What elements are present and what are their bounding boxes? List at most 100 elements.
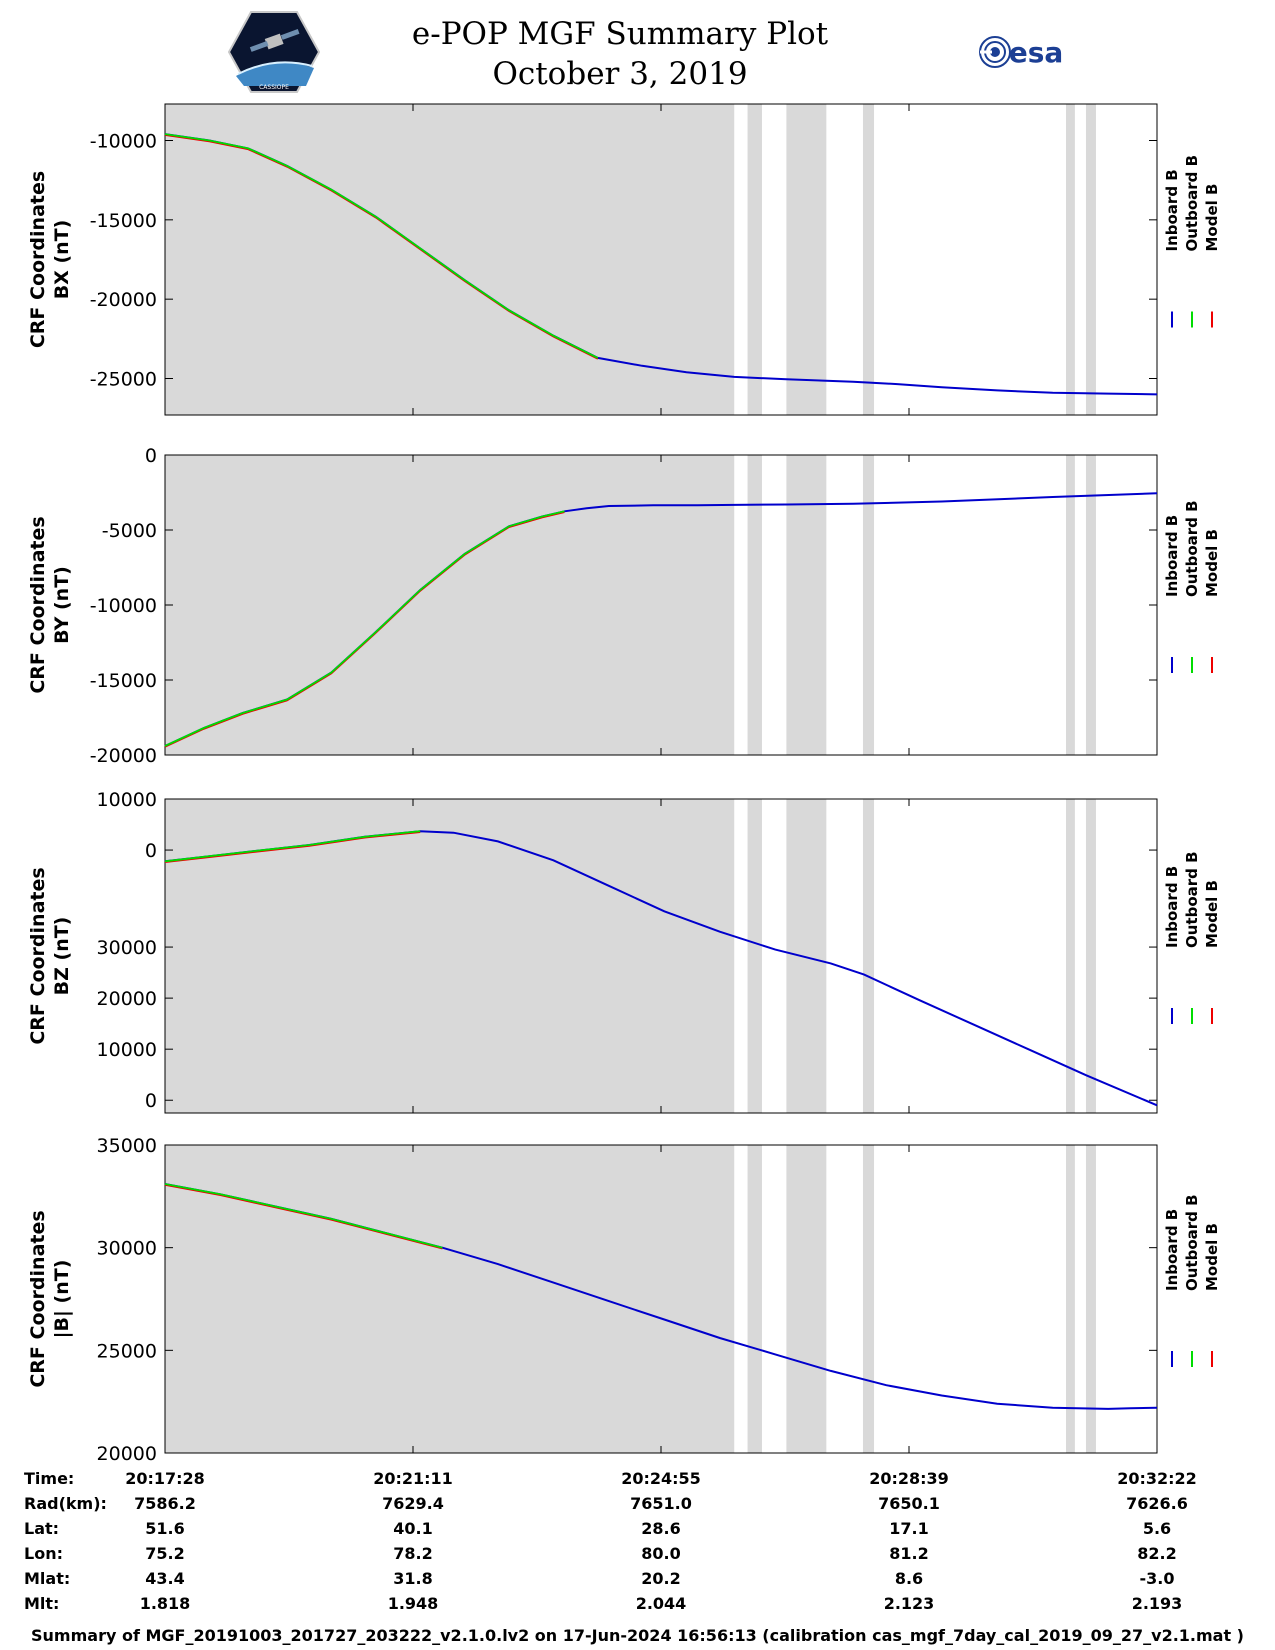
shade-interval-4-4 — [862, 1145, 875, 1453]
orbit-cell: 17.1 — [889, 1519, 928, 1538]
orbit-cell: 8.6 — [895, 1569, 923, 1588]
panel-3-ylabel-line2: BZ (nT) — [51, 917, 73, 996]
panel-2-outboard-series — [164, 510, 565, 747]
orbit-cell: 7650.1 — [878, 1494, 940, 1513]
panel-3-ytick-label: 0 — [145, 1090, 157, 1112]
panel-4-ylabel-line2: |B| (nT) — [51, 1260, 73, 1339]
shade-interval-3-3 — [786, 799, 827, 1113]
orbit-cell: 7629.4 — [382, 1494, 444, 1513]
orbit-row-label: Time: — [24, 1469, 74, 1488]
orbit-cell: 43.4 — [145, 1569, 184, 1588]
orbit-cell: 28.6 — [641, 1519, 680, 1538]
legend-label-2: Outboard B — [1183, 155, 1201, 252]
panel-4-legend: Inboard B Outboard B Model B — [1163, 1194, 1221, 1367]
shade-interval-2-4 — [862, 455, 875, 755]
panel-2-ytick-label: -10000 — [90, 595, 157, 617]
shade-interval-2-3 — [786, 455, 827, 755]
orbit-cell: 40.1 — [393, 1519, 432, 1538]
shade-interval-4-3 — [786, 1145, 827, 1453]
orbit-cell: 2.044 — [636, 1594, 687, 1613]
legend-label-1: Inboard B — [1163, 866, 1181, 948]
shade-interval-4-1 — [165, 1145, 735, 1453]
orbit-cell: 20.2 — [641, 1569, 680, 1588]
orbit-cell: 1.948 — [388, 1594, 439, 1613]
legend-label-2: Outboard B — [1183, 1194, 1201, 1291]
orbit-cell: 20:24:55 — [621, 1469, 701, 1488]
panel-1-ytick-label: -25000 — [90, 369, 157, 391]
orbit-cell: 20:28:39 — [869, 1469, 949, 1488]
cassiope-mission-logo: CASSIOPE — [228, 11, 320, 93]
legend-label-3: Model B — [1203, 529, 1221, 597]
plot-title: e-POP MGF Summary Plot — [411, 16, 829, 52]
panel-2-ytick-label: -20000 — [90, 745, 157, 767]
panel-2-ylabel-line2: BY (nT) — [51, 566, 73, 644]
shade-interval-3-5 — [1066, 799, 1075, 1113]
orbit-cell: 7586.2 — [134, 1494, 196, 1513]
plot-date: October 3, 2019 — [492, 56, 748, 92]
panel-3-ytick-label: 10000 — [97, 789, 157, 811]
panel-2-ytick-label: -15000 — [90, 670, 157, 692]
shade-interval-1-5 — [1066, 104, 1075, 415]
shade-interval-1-1 — [165, 104, 735, 415]
shade-interval-3-4 — [862, 799, 875, 1113]
legend-label-3: Model B — [1203, 880, 1221, 948]
panel-1-ylabel-line2: BX (nT) — [51, 220, 73, 300]
legend-label-3: Model B — [1203, 184, 1221, 252]
panel-3-ylabel-line1: CRF Coordinates — [27, 867, 49, 1044]
orbit-cell: 78.2 — [393, 1544, 432, 1563]
orbit-row-label: Mlat: — [24, 1569, 70, 1588]
panel-1-legend: Inboard B Outboard B Model B — [1163, 155, 1221, 328]
shade-interval-1-6 — [1085, 104, 1096, 415]
panel-4-outboard-series — [164, 1183, 443, 1249]
panel-4-model-series — [164, 1184, 443, 1250]
esa-logo-text: esa — [1009, 36, 1064, 69]
panel-2-legend: Inboard B Outboard B Model B — [1163, 500, 1221, 673]
panel-3-ytick-label: 30000 — [97, 937, 157, 959]
panel-1-outboard-series — [164, 133, 599, 359]
panel-1-ylabel-line1: CRF Coordinates — [27, 171, 49, 348]
panel-2-ytick-label: 0 — [145, 445, 157, 467]
shade-interval-3-1 — [165, 799, 735, 1113]
legend-label-3: Model B — [1203, 1223, 1221, 1291]
shade-interval-2-6 — [1085, 455, 1096, 755]
orbit-row-label: Rad(km): — [24, 1494, 107, 1513]
panel-4-ylabel-line1: CRF Coordinates — [27, 1210, 49, 1387]
orbit-cell: 2.123 — [884, 1594, 935, 1613]
panel-1-ytick-label: -10000 — [90, 130, 157, 152]
panel-4-ytick-label: 35000 — [97, 1135, 157, 1157]
panel-4-ytick-label: 25000 — [97, 1340, 157, 1362]
shade-interval-3-6 — [1085, 799, 1096, 1113]
orbit-cell: 5.6 — [1143, 1519, 1171, 1538]
panel-3-ytick-label: 10000 — [97, 1039, 157, 1061]
logo-text: CASSIOPE — [259, 84, 289, 91]
shade-interval-4-5 — [1066, 1145, 1075, 1453]
orbit-cell: 20:17:28 — [125, 1469, 205, 1488]
shade-interval-3-2 — [747, 799, 762, 1113]
panel-2-ytick-label: -5000 — [102, 520, 157, 542]
shade-interval-4-6 — [1085, 1145, 1096, 1453]
esa-logo: esa — [979, 36, 1064, 69]
orbit-cell: 82.2 — [1137, 1544, 1176, 1563]
orbit-cell: 31.8 — [393, 1569, 432, 1588]
orbit-row-label: Lon: — [24, 1544, 63, 1563]
panel-4-ytick-label: 30000 — [97, 1238, 157, 1260]
summary-footer: Summary of MGF_20191003_201727_203222_v2… — [31, 1626, 1244, 1645]
orbit-cell: 20:32:22 — [1117, 1469, 1197, 1488]
legend-label-1: Inboard B — [1163, 169, 1181, 251]
panel-3-ytick-label: 20000 — [97, 988, 157, 1010]
orbit-row-label: Lat: — [24, 1519, 59, 1538]
shade-interval-1-4 — [862, 104, 875, 415]
orbit-cell: 7651.0 — [630, 1494, 692, 1513]
panel-3-outboard-series — [164, 830, 421, 863]
orbit-cell: 80.0 — [641, 1544, 680, 1563]
shade-interval-1-2 — [747, 104, 762, 415]
legend-label-2: Outboard B — [1183, 851, 1201, 948]
orbit-cell: 1.818 — [140, 1594, 191, 1613]
panel-3-ytick-label: 0 — [145, 840, 157, 862]
shade-interval-2-2 — [747, 455, 762, 755]
orbit-cell: 7626.6 — [1126, 1494, 1188, 1513]
orbit-cell: 20:21:11 — [373, 1469, 453, 1488]
shade-interval-4-2 — [747, 1145, 762, 1453]
panel-1-ytick-label: -15000 — [90, 210, 157, 232]
